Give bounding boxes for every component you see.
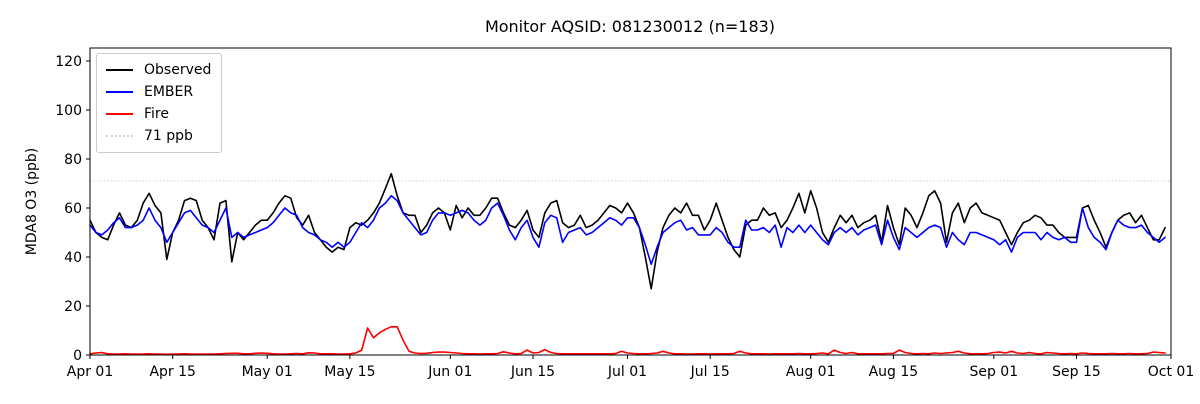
- ember-line: [89, 194, 1166, 266]
- observed-line: [89, 172, 1166, 290]
- ember-line-sample: [106, 91, 133, 93]
- x-tick-label: May 15: [324, 364, 375, 380]
- plot-border: [89, 47, 1172, 356]
- legend-label-fire: Fire: [144, 106, 169, 122]
- x-tick-label: Sep 15: [1052, 364, 1101, 380]
- y-tick-label: 80: [64, 152, 82, 168]
- threshold-line-sample: [106, 135, 133, 137]
- x-tick-label: Jul 01: [607, 364, 647, 380]
- y-tick-label: 120: [55, 54, 82, 70]
- legend: Observed EMBER Fire 71 ppb: [96, 53, 223, 153]
- x-tick-label: Oct 01: [1148, 364, 1194, 380]
- legend-item-threshold: 71 ppb: [106, 125, 211, 147]
- fire-line: [89, 325, 1166, 356]
- x-tick-label: Jun 15: [510, 364, 555, 380]
- observed-line-sample: [106, 69, 133, 71]
- axis-ticks: 0 20 40 60 80 100 120 Apr 01 Apr 15 May 01 May 15 J…: [55, 54, 1194, 380]
- legend-item-fire: Fire: [106, 103, 211, 125]
- x-tick-label: Jun 01: [427, 364, 472, 380]
- legend-label-observed: Observed: [144, 62, 212, 78]
- x-tick-label: Sep 01: [969, 364, 1018, 380]
- y-tick-label: 100: [55, 103, 82, 119]
- x-tick-label: Aug 15: [869, 364, 919, 380]
- legend-item-ember: EMBER: [106, 81, 211, 103]
- y-tick-label: 0: [73, 348, 82, 364]
- y-tick-label: 40: [64, 250, 82, 266]
- y-tick-label: 60: [64, 201, 82, 217]
- legend-label-ember: EMBER: [144, 84, 194, 100]
- x-tick-label: Apr 01: [67, 364, 113, 380]
- x-tick-label: Aug 01: [786, 364, 836, 380]
- x-tick-label: May 01: [242, 364, 293, 380]
- fire-line-sample: [106, 113, 133, 115]
- legend-label-threshold: 71 ppb: [144, 128, 193, 144]
- x-tick-label: Apr 15: [149, 364, 195, 380]
- y-tick-label: 20: [64, 299, 82, 315]
- y-axis-label: MDA8 O3 (ppb): [24, 148, 40, 256]
- legend-item-observed: Observed: [106, 59, 211, 81]
- plot-area: [89, 172, 1171, 356]
- chart-title: Monitor AQSID: 081230012 (n=183): [485, 17, 775, 36]
- x-tick-label: Jul 15: [690, 364, 730, 380]
